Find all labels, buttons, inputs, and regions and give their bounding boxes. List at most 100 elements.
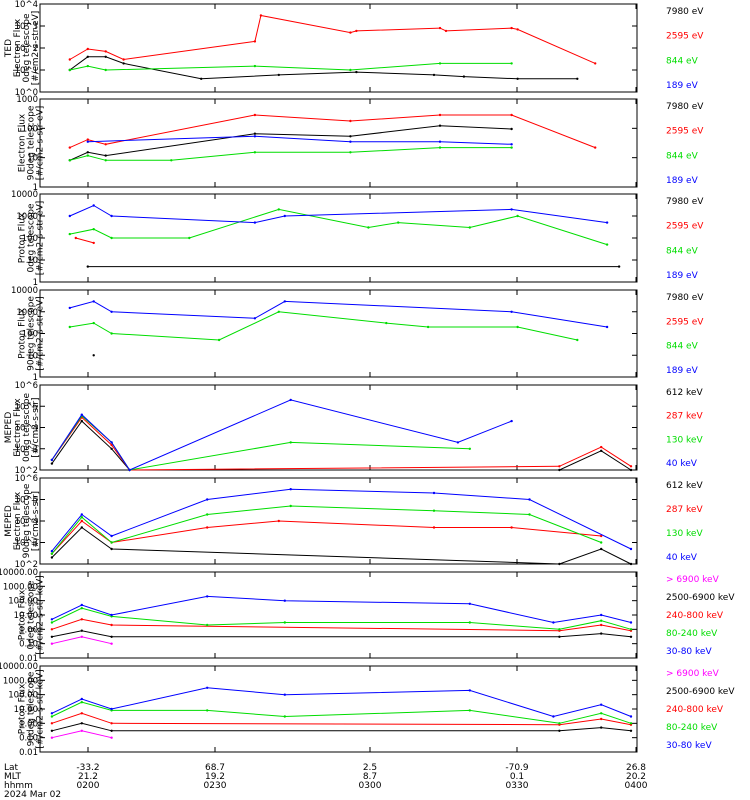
data-point [349, 151, 352, 154]
data-point [510, 62, 513, 65]
series-line-2595-ev [69, 14, 596, 64]
legend-entry: 189 eV [666, 366, 699, 376]
mlt-tick-label: 0.1 [510, 772, 524, 782]
data-point [600, 541, 603, 544]
y-axis-label: [#/cm2-s-str-eV] [36, 296, 46, 371]
data-point [50, 642, 54, 645]
data-point [253, 132, 257, 135]
data-point [468, 709, 471, 712]
data-point [92, 321, 95, 325]
panel-frame [39, 665, 638, 753]
legend-entry: 130 keV [666, 435, 703, 445]
data-point [558, 628, 561, 631]
data-point [80, 607, 84, 610]
data-point [68, 58, 72, 61]
data-point [510, 26, 513, 30]
data-point [432, 73, 436, 77]
y-axis-label: Proton Flux [18, 212, 28, 263]
y-axis-label: 0deg telescope [27, 203, 37, 273]
data-point [510, 146, 513, 149]
legend-entry: 30-80 keV [666, 647, 712, 657]
data-point [206, 526, 209, 529]
lat-tick-label: 26.8 [626, 763, 646, 773]
data-point [50, 552, 54, 555]
y-axis-label: 0deg telescope [22, 13, 32, 83]
data-point [600, 547, 603, 551]
legend-entry: 80-240 keV [666, 629, 718, 639]
time-tick-label: 0200 [77, 781, 100, 791]
y-tick-label: 0.01 [19, 654, 38, 664]
data-point [600, 445, 603, 449]
data-point [110, 623, 113, 627]
data-point [80, 697, 84, 701]
data-point [253, 64, 257, 68]
y-axis-label: Electron Flux [18, 113, 28, 172]
data-point [206, 686, 209, 689]
legend-entry: 7980 eV [666, 293, 704, 303]
data-point [50, 458, 54, 462]
legend-entry: 240-800 keV [666, 705, 724, 715]
data-point [558, 468, 561, 472]
data-point [92, 300, 95, 303]
panel-frame [39, 98, 638, 188]
y-tick-label: 10^0 [15, 88, 38, 98]
data-point [605, 325, 609, 329]
series-line-189-ev [69, 300, 608, 328]
series-line-612-kev [51, 526, 632, 565]
data-point [80, 513, 84, 516]
panel-4: 1 10 100 1000 10000 Proton Flux 90deg telescop… [11, 286, 704, 383]
data-point [80, 519, 84, 523]
y-tick-label: 0.10 [19, 640, 38, 650]
data-point [283, 621, 286, 624]
data-point [510, 526, 513, 529]
series-line-30-80-kev [51, 687, 632, 718]
data-point [629, 465, 633, 468]
data-point [253, 317, 257, 320]
data-point [50, 618, 54, 621]
data-point [92, 204, 95, 207]
data-point [259, 14, 263, 17]
legend-entry: 2595 eV [666, 317, 704, 327]
legend-entry: 40 keV [666, 553, 698, 563]
data-point [206, 498, 209, 501]
legend-entry: 612 keV [666, 481, 703, 491]
data-point [110, 707, 113, 711]
y-tick-label: 10 [27, 256, 38, 266]
y-tick-label: 1000.00 [3, 676, 38, 686]
data-point [468, 621, 471, 624]
data-point [629, 729, 633, 732]
data-point [289, 441, 292, 444]
data-point [349, 119, 352, 123]
legend-entry: 2500-6900 keV [666, 593, 735, 603]
data-point [110, 447, 113, 450]
data-point [110, 722, 113, 725]
series-line-287-kev [51, 416, 632, 471]
data-point [253, 151, 257, 154]
x-axis-row-label: MLT [4, 772, 22, 782]
data-point [110, 310, 113, 313]
series-line-80-240-kev [51, 701, 632, 724]
legend-entry: 40 keV [666, 459, 698, 469]
y-tick-label: 1.00 [19, 625, 38, 635]
time-tick-label: 0400 [625, 781, 648, 791]
data-point [426, 325, 430, 329]
panel-7: 0.01 0.10 1.00 10.00 100.00 1000.00 10000.00 Pr… [0, 568, 735, 664]
data-point [552, 621, 555, 624]
series-line-240-800-kev [51, 712, 632, 726]
data-point [80, 413, 84, 416]
data-point [50, 556, 54, 559]
data-point [253, 135, 257, 138]
data-point [253, 113, 257, 117]
data-point [438, 62, 442, 65]
y-tick-label: 10^3 [15, 22, 38, 32]
data-point [558, 722, 561, 725]
data-point [110, 236, 113, 240]
y-tick-label: 1 [33, 183, 38, 193]
data-point [50, 549, 54, 553]
data-point [80, 729, 84, 732]
data-point [217, 338, 221, 342]
data-point [617, 265, 621, 268]
panel-6: 10^2 10^3 10^4 10^5 10^6 MEPED Electron Flux 90… [4, 474, 703, 570]
series-line-2595-ev [75, 237, 94, 244]
